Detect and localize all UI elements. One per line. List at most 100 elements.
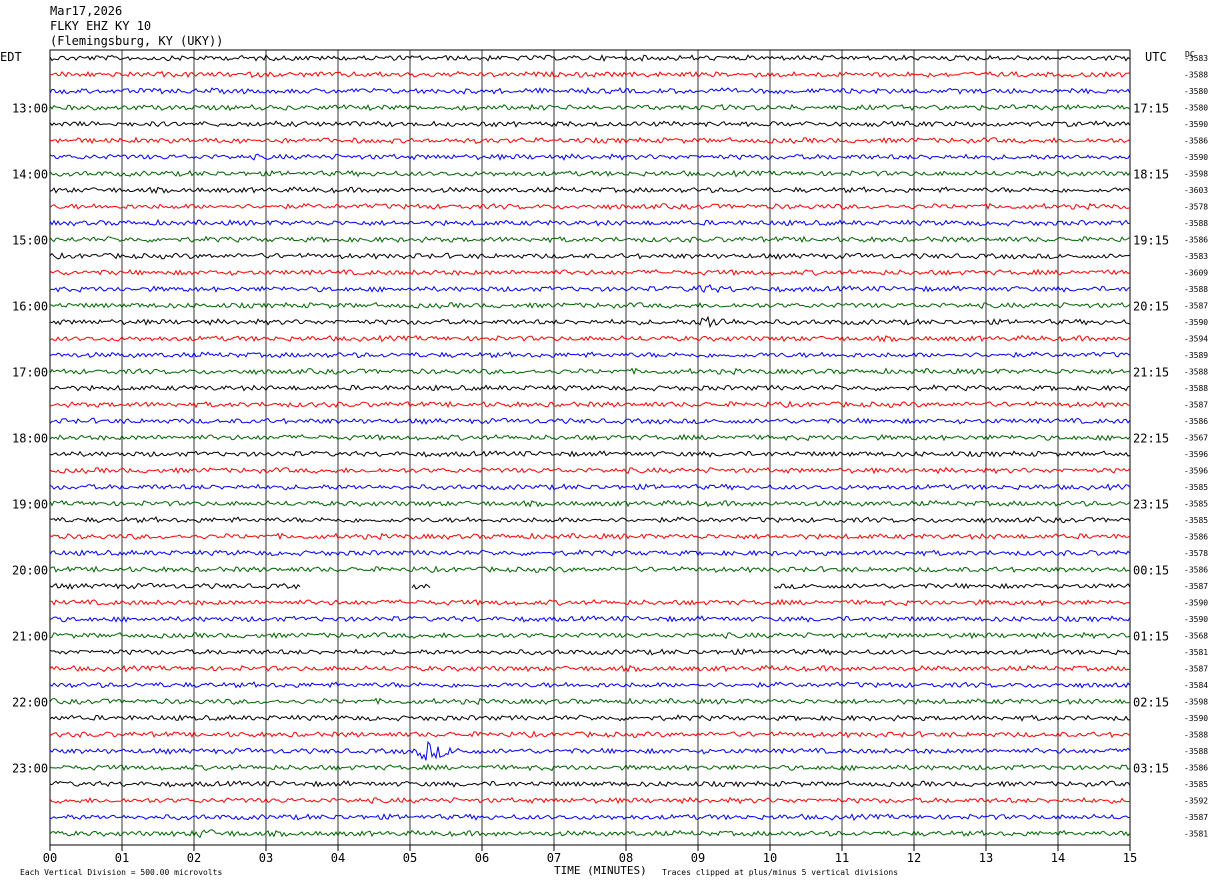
x-tick-label: 04: [331, 851, 345, 865]
dc-offset-label: -3586: [1184, 764, 1208, 773]
station-label: FLKY EHZ KY 10: [50, 19, 152, 33]
trace-row: [49, 284, 1131, 294]
edt-hour-label: 21:00: [12, 630, 48, 644]
footer-right-note: Traces clipped at plus/minus 5 vertical …: [662, 868, 898, 877]
date-label: Mar17,2026: [50, 4, 123, 18]
x-tick-label: 00: [43, 851, 57, 865]
trace-row: [49, 218, 1131, 227]
x-tick-label: 08: [619, 851, 633, 865]
trace-row: [49, 648, 1131, 656]
trace-row: [49, 384, 1131, 392]
dc-offset-label: -3590: [1184, 599, 1208, 608]
dc-offset-label: -3586: [1184, 566, 1208, 575]
dc-offset-label: -3598: [1184, 698, 1208, 707]
dc-offset-label: -3578: [1184, 203, 1208, 212]
edt-hour-label: 14:00: [12, 168, 48, 182]
edt-hour-label: 22:00: [12, 696, 48, 710]
trace-row: [49, 829, 1131, 839]
dc-offset-label: -3580: [1184, 87, 1208, 96]
utc-hour-label: 00:15: [1133, 564, 1169, 578]
dc-offset-label: -3609: [1184, 269, 1208, 278]
dc-offset-label: -3588: [1184, 747, 1208, 756]
dc-offset-label: -3603: [1184, 186, 1208, 195]
edt-hour-label: 20:00: [12, 564, 48, 578]
x-tick-label: 07: [547, 851, 561, 865]
trace-row: [49, 268, 1131, 277]
x-tick-label: 11: [835, 851, 849, 865]
edt-hour-label: 13:00: [12, 102, 48, 116]
trace-group: [49, 54, 1131, 839]
utc-hour-label: 18:15: [1133, 168, 1169, 182]
utc-hour-label: 19:15: [1133, 234, 1169, 248]
trace-row: [49, 780, 1131, 788]
dc-offset-label: -3587: [1184, 665, 1208, 674]
trace-row: [49, 763, 1131, 772]
trace-row: [49, 433, 1131, 442]
dc-offset-label: -3586: [1184, 417, 1208, 426]
footer-left-note: Each Vertical Division = 500.00 microvol…: [20, 868, 222, 877]
dc-offset-label: -3581: [1184, 830, 1208, 839]
x-tick-label: 13: [979, 851, 993, 865]
dc-offset-label: -3585: [1184, 483, 1208, 492]
axis-labels: 00 01 02 03 04 05 06 07 08 09 10 11 12 13 14 15 -3583 -35…: [12, 54, 1208, 865]
trace-row: [49, 631, 1131, 640]
edt-hour-label: 17:00: [12, 366, 48, 380]
dc-offset-label: -3586: [1184, 236, 1208, 245]
x-tick-label: 09: [691, 851, 705, 865]
trace-row: [49, 417, 1131, 425]
dc-offset-label: -3588: [1184, 731, 1208, 740]
utc-hour-label: 20:15: [1133, 300, 1169, 314]
utc-hour-label: 01:15: [1133, 630, 1169, 644]
trace-row: [49, 367, 1131, 376]
dc-offset-label: -3587: [1184, 401, 1208, 410]
trace-row: [49, 70, 1131, 79]
location-label: (Flemingsburg, KY (UKY)): [50, 34, 224, 48]
x-tick-label: 12: [907, 851, 921, 865]
trace-row: [49, 120, 1131, 128]
trace-row: [49, 714, 1131, 722]
dc-offset-label: -3596: [1184, 450, 1208, 459]
x-tick-label: 15: [1123, 851, 1137, 865]
dc-offset-label: -3588: [1184, 71, 1208, 80]
dc-offset-label: -3567: [1184, 434, 1208, 443]
dc-offset-label: -3581: [1184, 648, 1208, 657]
edt-hour-label: 16:00: [12, 300, 48, 314]
x-tick-label: 06: [475, 851, 489, 865]
trace-row: [49, 549, 1131, 557]
dc-offset-label: -3590: [1184, 153, 1208, 162]
edt-hour-label: 19:00: [12, 498, 48, 512]
dc-offset-label: -3594: [1184, 335, 1208, 344]
trace-row: [49, 681, 1131, 689]
x-axis-title: TIME (MINUTES): [554, 864, 647, 877]
dc-offset-label: -3588: [1184, 285, 1208, 294]
trace-row: [49, 400, 1130, 409]
trace-row: [49, 251, 1131, 260]
dc-label: DC: [1185, 50, 1195, 59]
edt-hour-label: 23:00: [12, 762, 48, 776]
right-zone-label: UTC: [1145, 50, 1167, 64]
trace-row: [49, 466, 1131, 475]
trace-row: [49, 315, 1131, 329]
trace-row: [49, 450, 1131, 458]
left-zone-label: EDT: [0, 50, 22, 64]
dc-offset-label: -3585: [1184, 500, 1208, 509]
trace-row: [49, 169, 1131, 178]
dc-offset-label: -3568: [1184, 632, 1208, 641]
trace-row: [49, 532, 1131, 541]
trace-row: [49, 516, 1131, 524]
x-tick-label: 10: [763, 851, 777, 865]
trace-row: [49, 301, 1131, 310]
edt-hour-label: 15:00: [12, 234, 48, 248]
dc-offset-label: -3588: [1184, 368, 1208, 377]
dc-offset-label: -3590: [1184, 318, 1208, 327]
x-tick-label: 02: [187, 851, 201, 865]
utc-hour-label: 22:15: [1133, 432, 1169, 446]
trace-row: [49, 54, 1131, 63]
minute-gridlines: [49, 49, 1131, 851]
trace-row: [49, 697, 1131, 706]
trace-row: [49, 136, 1131, 145]
dc-offset-label: -3587: [1184, 813, 1208, 822]
dc-offset-label: -3585: [1184, 780, 1208, 789]
plot-frame: [49, 49, 1131, 846]
